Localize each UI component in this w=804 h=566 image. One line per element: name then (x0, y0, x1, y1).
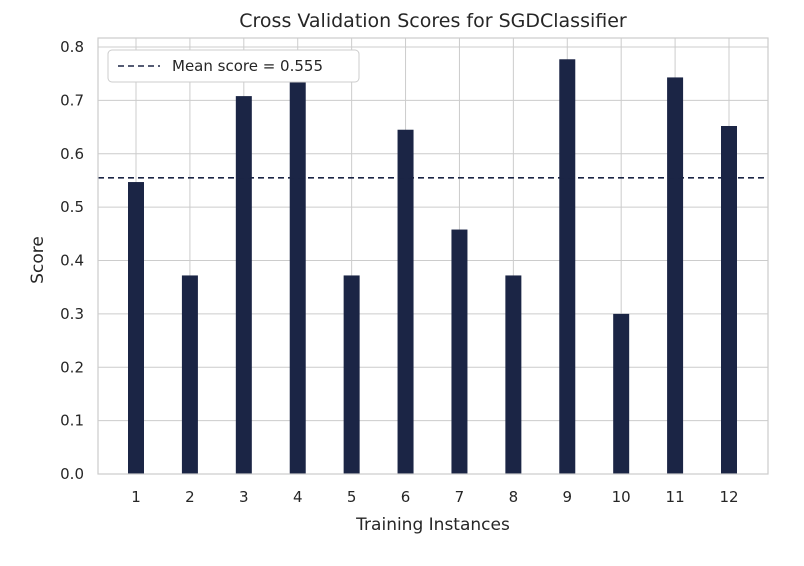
bar (721, 125, 737, 475)
x-tick-label: 9 (562, 488, 572, 506)
bar (181, 275, 198, 474)
plot-frame (97, 37, 769, 475)
legend-label: Mean score = 0.555 (172, 57, 323, 75)
bar (613, 313, 630, 474)
x-tick-label: 12 (719, 488, 738, 506)
chart-title: Cross Validation Scores for SGDClassifie… (239, 10, 627, 32)
legend: Mean score = 0.555 (107, 49, 360, 83)
y-tick-label: 0.5 (60, 198, 84, 216)
x-tick-label: 6 (401, 488, 411, 506)
x-tick-label: 11 (666, 488, 685, 506)
bar (667, 77, 684, 474)
x-tick-label: 8 (509, 488, 519, 506)
bars (128, 59, 737, 475)
bar (289, 81, 306, 474)
x-tick-label: 5 (347, 488, 357, 506)
y-tick-labels: 0.0 0.1 0.2 0.3 0.4 0.5 0.6 0.7 0.8 (60, 38, 84, 483)
x-tick-label: 1 (131, 488, 141, 506)
bar (559, 59, 576, 475)
x-tick-label: 7 (455, 488, 465, 506)
legend-box (107, 49, 360, 83)
x-tick-label: 4 (293, 488, 303, 506)
y-axis-label: Score (28, 236, 48, 284)
x-tick-labels: 1 2 3 4 5 6 7 8 9 10 11 12 (131, 488, 738, 506)
bar (451, 229, 468, 474)
y-tick-label: 0.4 (60, 252, 84, 270)
y-tick-label: 0.0 (60, 465, 84, 483)
bar (235, 96, 252, 474)
x-tick-label: 10 (612, 488, 631, 506)
y-tick-label: 0.3 (60, 305, 84, 323)
bar (128, 182, 144, 474)
y-tick-label: 0.6 (60, 145, 84, 163)
y-tick-label: 0.7 (60, 91, 84, 109)
bar (397, 129, 414, 474)
x-tick-label: 2 (185, 488, 195, 506)
bar (505, 275, 522, 474)
y-tick-label: 0.8 (60, 38, 84, 56)
bar (343, 275, 360, 474)
x-tick-label: 3 (239, 488, 249, 506)
y-tick-label: 0.1 (60, 412, 84, 430)
x-axis-label: Training Instances (355, 515, 510, 535)
y-tick-label: 0.2 (60, 358, 84, 376)
